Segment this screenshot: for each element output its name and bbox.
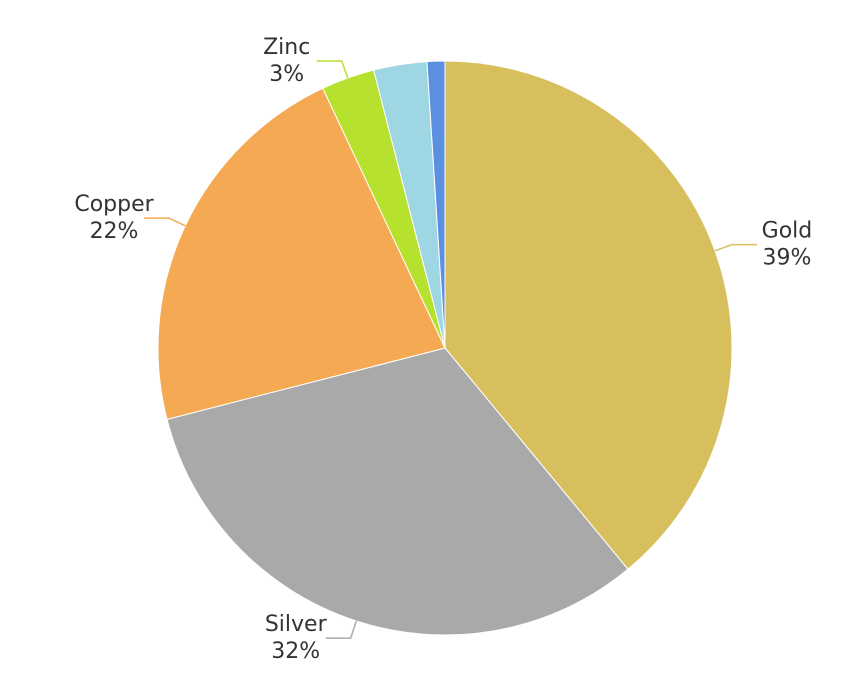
- leader-line: [316, 60, 349, 79]
- slice-label: Zinc: [263, 35, 310, 60]
- leader-line: [325, 620, 358, 639]
- slice-value-label: 22%: [90, 219, 139, 244]
- leader-line: [144, 217, 186, 227]
- pie-slice: [157, 87, 446, 420]
- slice-label: Silver: [265, 612, 328, 637]
- slice-label: Gold: [762, 219, 813, 244]
- slice-value-label: 3%: [269, 62, 304, 87]
- slice-value-label: 32%: [271, 639, 320, 664]
- slice-value-label: 39%: [763, 246, 812, 271]
- pie-slice: [444, 60, 733, 570]
- pie-slice: [426, 60, 446, 349]
- leader-line: [714, 243, 757, 252]
- slice-label: Copper: [74, 192, 154, 217]
- pie-slice: [166, 347, 629, 636]
